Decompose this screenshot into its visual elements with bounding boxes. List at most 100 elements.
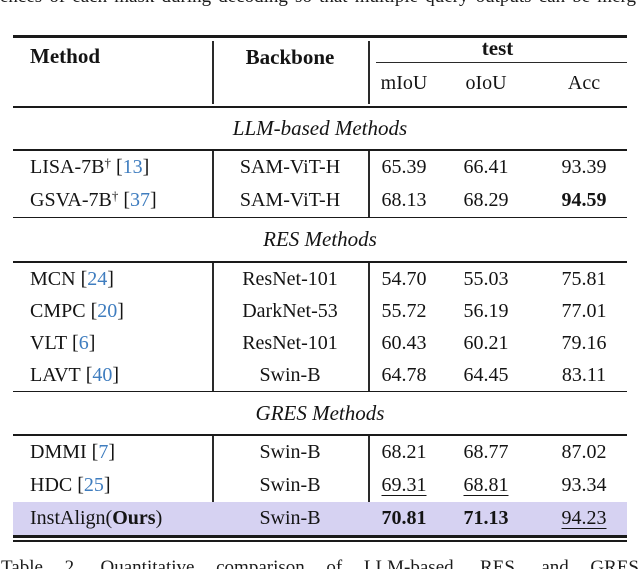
section-gres-rows: DMMI [7] Swin-B 68.21 68.77 87.02 HDC [25]… <box>13 435 627 535</box>
miou-cell: 64.78 <box>381 363 427 386</box>
ours-label: Ours <box>112 506 156 529</box>
backbone-cell: SAM-ViT-H <box>239 155 341 178</box>
results-table: Method Backbone test mIoU oIoU Acc LLM-b… <box>13 35 627 543</box>
acc-cell: 94.59 <box>561 188 607 211</box>
method-cell: LISA-7B† [13] <box>30 154 150 178</box>
backbone-cell: ResNet-101 <box>242 267 338 290</box>
oiou-cell: 60.21 <box>463 331 509 354</box>
clipped-text-top: ences of each mask during decoding so th… <box>0 0 636 12</box>
table-row-dmmi: DMMI [7] Swin-B 68.21 68.77 87.02 <box>13 436 627 469</box>
acc-cell: 93.39 <box>561 155 607 178</box>
backbone-cell: DarkNet-53 <box>242 299 338 322</box>
citation-link[interactable]: 20 <box>97 299 118 322</box>
oiou-cell: 56.19 <box>463 299 509 322</box>
table-row-vlt: VLT [6] ResNet-101 60.43 60.21 79.16 <box>13 327 627 359</box>
citation-link[interactable]: 13 <box>122 155 143 178</box>
oiou-cell: 66.41 <box>463 155 509 178</box>
column-divider <box>212 40 214 104</box>
acc-cell: 77.01 <box>561 299 607 322</box>
miou-cell: 65.39 <box>381 155 427 178</box>
acc-cell: 93.34 <box>561 473 607 496</box>
oiou-cell: 68.77 <box>463 440 509 463</box>
column-divider <box>368 40 370 104</box>
oiou-cell: 71.13 <box>463 506 509 529</box>
table-caption-clipped: Table 2. Quantitative comparison of LLM-… <box>1 557 639 569</box>
oiou-cell: 55.03 <box>463 267 509 290</box>
backbone-cell: Swin-B <box>259 506 321 529</box>
section-rule <box>13 390 627 393</box>
method-cell: DMMI [7] <box>30 440 116 463</box>
oiou-cell: 68.81 <box>463 473 509 496</box>
method-cell: LAVT [40] <box>30 363 120 386</box>
oiou-cell: 64.45 <box>463 363 509 386</box>
column-divider <box>368 435 370 535</box>
acc-cell: 75.81 <box>561 267 607 290</box>
miou-cell: 68.13 <box>381 188 427 211</box>
table-row-lavt: LAVT [40] Swin-B 64.78 64.45 83.11 <box>13 359 627 391</box>
column-divider <box>368 150 370 217</box>
header-test-group: test <box>481 35 514 60</box>
dagger-mark: † <box>104 154 111 170</box>
method-cell: GSVA-7B† [37] <box>30 187 157 211</box>
header-method: Method <box>30 43 100 68</box>
section-rule <box>13 216 627 219</box>
column-divider <box>368 262 370 391</box>
table-row-instalign-highlighted: InstAlign(Ours) Swin-B 70.81 71.13 94.23 <box>13 501 627 535</box>
citation-link[interactable]: 40 <box>92 363 113 386</box>
dagger-mark: † <box>111 187 119 203</box>
column-divider <box>212 262 214 391</box>
test-group-underline <box>376 61 627 64</box>
header-oiou: oIoU <box>465 71 507 94</box>
citation-link[interactable]: 6 <box>78 331 89 354</box>
section-rule <box>13 148 627 151</box>
backbone-cell: Swin-B <box>259 363 321 386</box>
miou-cell: 68.21 <box>381 440 427 463</box>
column-divider <box>212 435 214 535</box>
miou-cell: 55.72 <box>381 299 427 322</box>
backbone-cell: SAM-ViT-H <box>239 188 341 211</box>
backbone-cell: Swin-B <box>259 473 321 496</box>
acc-cell: 79.16 <box>561 331 607 354</box>
method-cell: InstAlign(Ours) <box>30 506 163 529</box>
oiou-cell: 68.29 <box>463 188 509 211</box>
table-row-gsva: GSVA-7B† [37] SAM-ViT-H 68.13 68.29 94.59 <box>13 184 627 217</box>
citation-link[interactable]: 7 <box>98 440 109 463</box>
miou-cell: 69.31 <box>381 473 427 496</box>
miou-cell: 70.81 <box>381 506 427 529</box>
header-bottom-rule <box>13 105 627 108</box>
header-miou: mIoU <box>380 71 428 94</box>
table-header: Method Backbone test mIoU oIoU Acc <box>13 35 627 106</box>
acc-cell: 94.23 <box>561 506 607 529</box>
section-title-llm: LLM-based Methods <box>232 115 408 140</box>
method-cell: HDC [25] <box>30 473 111 496</box>
table-row-mcn: MCN [24] ResNet-101 54.70 55.03 75.81 <box>13 263 627 295</box>
section-rule <box>13 261 627 263</box>
method-cell: MCN [24] <box>30 267 114 290</box>
table-row-lisa: LISA-7B† [13] SAM-ViT-H 65.39 66.41 93.39 <box>13 151 627 184</box>
header-backbone: Backbone <box>245 44 335 69</box>
column-divider <box>212 150 214 217</box>
table-row-hdc: HDC [25] Swin-B 69.31 68.81 93.34 <box>13 469 627 502</box>
table-row-cmpc: CMPC [20] DarkNet-53 55.72 56.19 77.01 <box>13 295 627 327</box>
acc-cell: 87.02 <box>561 440 607 463</box>
backbone-cell: Swin-B <box>259 440 321 463</box>
citation-link[interactable]: 37 <box>130 188 151 211</box>
acc-cell: 83.11 <box>561 363 607 386</box>
table-bottom-rule <box>13 539 627 543</box>
citation-link[interactable]: 24 <box>87 267 108 290</box>
citation-link[interactable]: 25 <box>83 473 104 496</box>
section-res-rows: MCN [24] ResNet-101 54.70 55.03 75.81 CMP… <box>13 262 627 391</box>
miou-cell: 54.70 <box>381 267 427 290</box>
backbone-cell: ResNet-101 <box>242 331 338 354</box>
method-cell: VLT [6] <box>30 331 96 354</box>
section-title-gres: GRES Methods <box>255 401 385 426</box>
header-acc: Acc <box>567 71 601 94</box>
section-llm-rows: LISA-7B† [13] SAM-ViT-H 65.39 66.41 93.39… <box>13 150 627 217</box>
method-cell: CMPC [20] <box>30 299 124 322</box>
miou-cell: 60.43 <box>381 331 427 354</box>
table-top-rule <box>13 35 627 38</box>
table-bottom-rule <box>13 534 627 538</box>
section-title-res: RES Methods <box>263 227 377 252</box>
section-rule <box>13 434 627 436</box>
